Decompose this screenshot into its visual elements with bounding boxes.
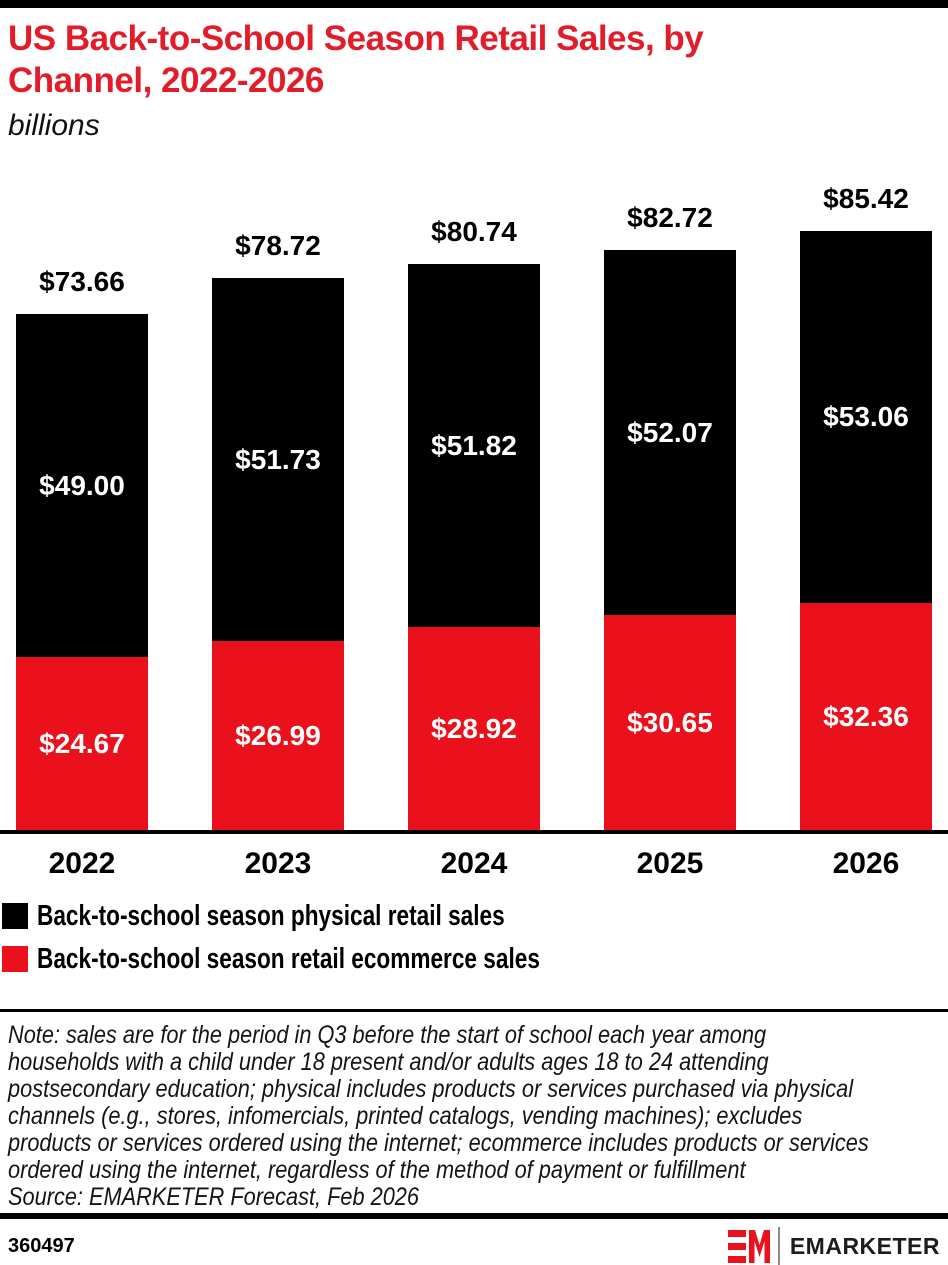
year-axis-label: 2024 [408, 844, 540, 884]
year-axis-label: 2023 [212, 844, 344, 884]
segment-value-label: $32.36 [823, 701, 909, 733]
stacked-bar-chart: $49.00$24.67$73.662022$51.73$26.99$78.72… [0, 158, 948, 834]
chart-title-line: Channel, 2022-2026 [8, 60, 940, 102]
year-axis-label: 2025 [604, 844, 736, 884]
segment-value-label: $26.99 [235, 720, 321, 752]
note-line: ordered using the internet, regardless o… [8, 1157, 819, 1184]
total-value-label: $80.74 [408, 216, 540, 248]
total-value-label: $78.72 [212, 230, 344, 262]
logo-divider [778, 1227, 780, 1265]
note-line: products or services ordered using the i… [8, 1130, 819, 1157]
chart-units-subtitle: billions [8, 106, 940, 146]
segment-value-label: $52.07 [627, 417, 713, 449]
legend-swatch-icon [2, 903, 28, 929]
physical-retail-segment: $49.00 [16, 314, 148, 657]
emarketer-monogram-icon [728, 1230, 770, 1263]
note-line: households with a child under 18 present… [8, 1049, 819, 1076]
chart-note: Note: sales are for the period in Q3 bef… [0, 1012, 948, 1211]
legend-item: Back-to-school season retail ecommerce s… [2, 946, 948, 972]
physical-retail-segment: $51.82 [408, 264, 540, 627]
segment-value-label: $30.65 [627, 707, 713, 739]
emarketer-logo: EMARKETER [728, 1227, 940, 1265]
ecommerce-segment: $32.36 [800, 603, 932, 830]
ecommerce-segment: $28.92 [408, 627, 540, 830]
segment-value-label: $28.92 [431, 713, 517, 745]
total-value-label: $82.72 [604, 202, 736, 234]
year-axis-label: 2026 [800, 844, 932, 884]
physical-retail-segment: $53.06 [800, 231, 932, 603]
legend-item: Back-to-school season physical retail sa… [2, 903, 948, 929]
segment-value-label: $51.82 [431, 430, 517, 462]
segment-value-label: $51.73 [235, 444, 321, 476]
legend-swatch-icon [2, 946, 28, 972]
note-line: postsecondary education; physical includ… [8, 1076, 819, 1103]
note-line: Note: sales are for the period in Q3 bef… [8, 1022, 819, 1049]
physical-retail-segment: $51.73 [212, 278, 344, 641]
bar-2025: $52.07$30.65$82.722025 [604, 158, 736, 830]
note-line: channels (e.g., stores, infomercials, pr… [8, 1103, 819, 1130]
brand-name: EMARKETER [790, 1233, 940, 1260]
segment-value-label: $49.00 [39, 470, 125, 502]
legend-label: Back-to-school season physical retail sa… [37, 900, 505, 933]
bar-2022: $49.00$24.67$73.662022 [16, 158, 148, 830]
segment-value-label: $53.06 [823, 401, 909, 433]
total-value-label: $85.42 [800, 183, 932, 215]
chart-footer: 360497 EMARKETER [0, 1219, 948, 1265]
ecommerce-segment: $30.65 [604, 615, 736, 830]
bar-2023: $51.73$26.99$78.722023 [212, 158, 344, 830]
bar-2024: $51.82$28.92$80.742024 [408, 158, 540, 830]
chart-id: 360497 [8, 1235, 75, 1258]
total-value-label: $73.66 [16, 266, 148, 298]
top-accent-bar [0, 0, 948, 8]
source-line: Source: EMARKETER Forecast, Feb 2026 [8, 1184, 819, 1211]
chart-title-line: US Back-to-School Season Retail Sales, b… [8, 18, 940, 60]
year-axis-label: 2022 [16, 844, 148, 884]
chart-legend: Back-to-school season physical retail sa… [0, 903, 948, 972]
ecommerce-segment: $26.99 [212, 641, 344, 830]
bar-2026: $53.06$32.36$85.422026 [800, 158, 932, 830]
segment-value-label: $24.67 [39, 728, 125, 760]
chart-title: US Back-to-School Season Retail Sales, b… [8, 18, 940, 102]
physical-retail-segment: $52.07 [604, 250, 736, 615]
chart-header: US Back-to-School Season Retail Sales, b… [0, 8, 948, 146]
ecommerce-segment: $24.67 [16, 657, 148, 830]
legend-label: Back-to-school season retail ecommerce s… [37, 943, 540, 976]
